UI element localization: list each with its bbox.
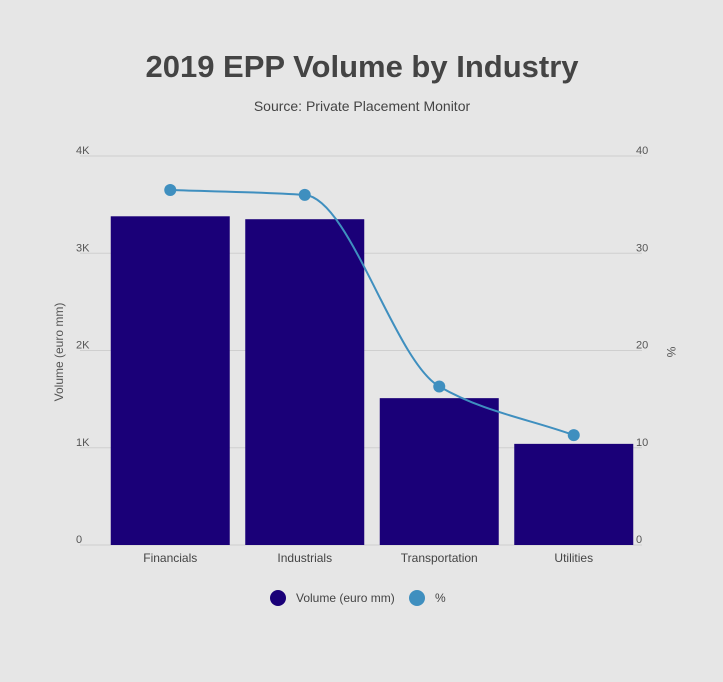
bar-series xyxy=(110,216,634,546)
bar-industrials[interactable] xyxy=(245,219,365,545)
y2-tick-label: 40 xyxy=(636,145,648,157)
percent-line xyxy=(170,189,575,437)
y2-tick-label: 30 xyxy=(636,242,648,254)
line-series xyxy=(164,184,580,442)
left-axis-ticks: 0 1K 2K 3K 4K xyxy=(76,145,90,546)
y-tick-label: 2K xyxy=(76,340,90,352)
y2-tick-label: 20 xyxy=(636,340,648,352)
x-tick-label: Financials xyxy=(143,551,197,565)
y-tick-label: 1K xyxy=(76,437,90,449)
x-tick-label: Transportation xyxy=(401,551,478,565)
bar-transportation[interactable] xyxy=(379,398,499,545)
x-tick-label: Utilities xyxy=(554,551,593,565)
bar-utilities[interactable] xyxy=(514,443,634,545)
y2-axis-title: % xyxy=(664,347,678,358)
bar-financials[interactable] xyxy=(110,216,230,546)
legend: Volume (euro mm) % xyxy=(270,590,446,606)
chart-subtitle: Source: Private Placement Monitor xyxy=(254,98,471,114)
percent-point-industrials[interactable] xyxy=(298,188,311,201)
legend-marker-percent[interactable] xyxy=(409,590,425,606)
x-axis-labels: Financials Industrials Transportation Utili… xyxy=(143,551,593,565)
legend-label-percent[interactable]: % xyxy=(435,591,446,605)
percent-point-utilities[interactable] xyxy=(567,429,580,442)
percent-point-transportation[interactable] xyxy=(433,380,446,393)
y2-tick-label: 10 xyxy=(636,437,648,449)
y-axis-title: Volume (euro mm) xyxy=(52,303,66,402)
right-axis-ticks: 0 10 20 30 40 xyxy=(636,145,648,546)
legend-label-volume[interactable]: Volume (euro mm) xyxy=(296,591,395,605)
chart-title: 2019 EPP Volume by Industry xyxy=(145,49,579,84)
legend-marker-volume[interactable] xyxy=(270,590,286,606)
y-tick-label: 3K xyxy=(76,242,90,254)
y2-tick-label: 0 xyxy=(636,534,642,546)
y-tick-label: 0 xyxy=(76,534,82,546)
percent-point-financials[interactable] xyxy=(164,184,177,197)
y-tick-label: 4K xyxy=(76,145,90,157)
x-tick-label: Industrials xyxy=(277,551,332,565)
